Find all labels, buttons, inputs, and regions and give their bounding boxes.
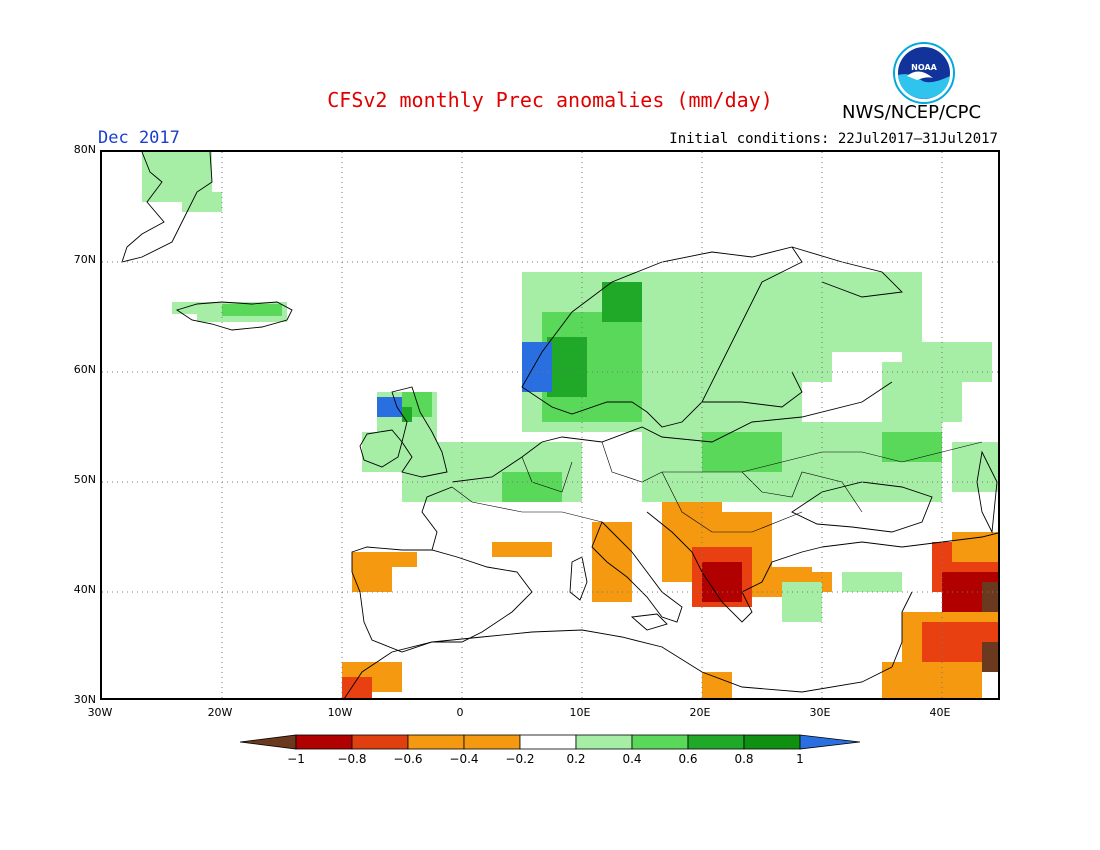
- anomaly-cell: [902, 342, 992, 382]
- anomaly-cells: [142, 152, 998, 698]
- colorbar-seg-orange: [407, 734, 465, 750]
- month-label: Dec 2017: [98, 128, 180, 148]
- anomaly-cell: [592, 522, 632, 602]
- initial-conditions-label: Initial conditions: 22Jul2017–31Jul2017: [669, 131, 998, 147]
- anomaly-cell: [222, 304, 282, 316]
- noaa-logo-icon: NOAA: [893, 42, 955, 104]
- anomaly-cell: [702, 432, 782, 472]
- anomaly-cell: [342, 677, 372, 698]
- anomaly-cell: [882, 662, 982, 698]
- anomaly-cell: [547, 337, 587, 397]
- lat-label-30n: 30N: [73, 693, 96, 706]
- colorbar-label-5: 0.2: [566, 752, 586, 766]
- map-canvas: [102, 152, 998, 698]
- lon-label-30w: 30W: [87, 706, 113, 719]
- lon-label-20w: 20W: [207, 706, 233, 719]
- lon-label-10e: 10E: [569, 706, 591, 719]
- anomaly-cell: [522, 342, 552, 392]
- colorbar-seg-darkgreen: [687, 734, 745, 750]
- lat-label-70n: 70N: [73, 253, 96, 266]
- anomaly-cell: [402, 407, 412, 422]
- lon-label-30e: 30E: [809, 706, 831, 719]
- lon-label-10w: 10W: [327, 706, 353, 719]
- colorbar-label-6: 0.4: [622, 752, 642, 766]
- anomaly-cell: [352, 552, 392, 592]
- svg-text:NOAA: NOAA: [911, 63, 937, 72]
- anomaly-cell: [182, 192, 222, 212]
- colorbar-label-3: −0.4: [449, 752, 479, 766]
- lon-label-20e: 20E: [689, 706, 711, 719]
- lat-label-80n: 80N: [73, 143, 96, 156]
- anomaly-cell: [952, 442, 998, 492]
- anomaly-cell: [882, 432, 942, 462]
- anomaly-map: [100, 150, 1000, 700]
- anomaly-cell: [492, 542, 552, 557]
- lon-label-0: 0: [456, 706, 464, 719]
- anomaly-cell: [982, 642, 998, 672]
- anomaly-cell: [802, 272, 922, 352]
- colorbar-seg-lightgreen: [575, 734, 633, 750]
- lat-label-40n: 40N: [73, 583, 96, 596]
- anomaly-cell: [702, 562, 742, 602]
- colorbar-label-9: 1: [796, 752, 804, 766]
- colorbar-seg-red: [351, 734, 409, 750]
- anomaly-cell: [502, 472, 562, 502]
- colorbar-label-0: −1: [287, 752, 305, 766]
- anomaly-cell: [782, 582, 822, 622]
- lat-label-50n: 50N: [73, 473, 96, 486]
- anomaly-cell: [702, 672, 732, 698]
- coastlines: [121, 152, 998, 698]
- colorbar-seg-deepgreen: [743, 734, 801, 750]
- colorbar-label-7: 0.6: [678, 752, 698, 766]
- anomaly-cell: [392, 552, 417, 567]
- lat-label-60n: 60N: [73, 363, 96, 376]
- colorbar-seg-orange2: [463, 734, 521, 750]
- gridlines: [102, 152, 998, 698]
- colorbar-seg-darkred: [295, 734, 353, 750]
- colorbar-seg-green: [631, 734, 689, 750]
- lon-label-40e: 40E: [929, 706, 951, 719]
- colorbar-seg-brown: [240, 734, 297, 750]
- colorbar-seg-white: [519, 734, 577, 750]
- colorbar-label-8: 0.8: [734, 752, 754, 766]
- colorbar-label-2: −0.6: [393, 752, 423, 766]
- colorbar-label-1: −0.8: [337, 752, 367, 766]
- anomaly-cell: [842, 572, 902, 592]
- anomaly-cell: [602, 282, 642, 322]
- colorbar-label-4: −0.2: [505, 752, 535, 766]
- chart-title: CFSv2 monthly Prec anomalies (mm/day): [327, 88, 773, 112]
- agency-label: NWS/NCEP/CPC: [842, 102, 982, 123]
- colorbar-seg-blue: [799, 734, 860, 750]
- anomaly-cell: [952, 532, 998, 562]
- colorbar: [240, 734, 860, 750]
- anomaly-cell: [377, 397, 402, 417]
